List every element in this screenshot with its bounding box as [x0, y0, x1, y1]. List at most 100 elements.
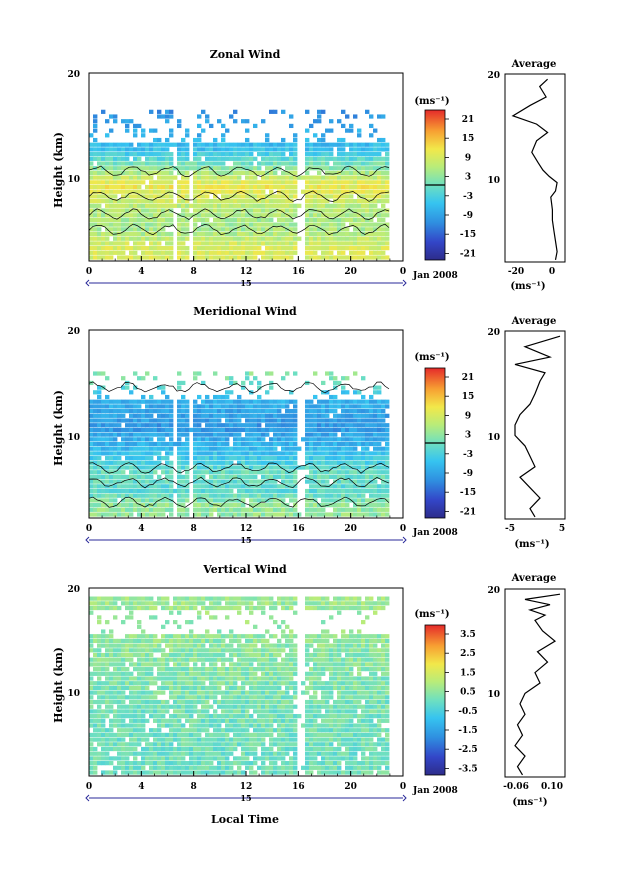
heatmap-cell	[121, 189, 126, 194]
heatmap-cell	[101, 470, 106, 475]
heatmap-cell	[145, 498, 150, 503]
heatmap-cell	[193, 441, 198, 447]
heatmap-cell	[369, 512, 374, 517]
heatmap-cell	[301, 189, 306, 194]
heatmap-cell	[185, 180, 190, 185]
heatmap-cell	[237, 451, 242, 456]
heatmap-cell	[161, 413, 166, 418]
heatmap-cell	[221, 437, 226, 442]
heatmap-cell	[133, 217, 138, 223]
heatmap-cell	[261, 418, 266, 423]
heatmap-cell	[197, 423, 202, 428]
heatmap-cell	[113, 648, 118, 653]
heatmap-cell	[241, 451, 246, 456]
heatmap-cell	[89, 737, 94, 742]
heatmap-cell	[337, 380, 342, 386]
heatmap-cell	[201, 709, 206, 714]
heatmap-cell	[201, 662, 206, 667]
heatmap-cell	[245, 142, 250, 147]
heatmap-cell	[281, 142, 286, 147]
heatmap-cell	[241, 460, 246, 465]
heatmap-cell	[373, 194, 378, 199]
heatmap-cell	[125, 170, 130, 176]
heatmap-cell	[145, 704, 150, 709]
heatmap-cell	[213, 446, 218, 451]
heatmap-cell	[185, 709, 190, 714]
heatmap-cell	[177, 498, 182, 503]
heatmap-cell	[121, 161, 126, 166]
heatmap-cell	[241, 194, 246, 199]
heatmap-cell	[321, 418, 326, 423]
heatmap-cell	[273, 484, 278, 489]
heatmap-cell	[93, 413, 98, 418]
heatmap-cell	[137, 742, 142, 747]
heatmap-cell	[233, 255, 238, 260]
heatmap-cell	[169, 488, 174, 494]
heatmap-cell	[285, 255, 290, 260]
heatmap-cell	[269, 451, 274, 456]
heatmap-cell	[189, 690, 194, 695]
heatmap-cell	[261, 404, 266, 409]
heatmap-cell	[369, 217, 374, 223]
heatmap-cell	[181, 156, 186, 161]
day-bar-ends	[85, 279, 407, 287]
heatmap-cell	[117, 250, 122, 255]
heatmap-cell	[129, 194, 134, 199]
heatmap-cell	[341, 460, 346, 465]
heatmap-cell	[297, 175, 302, 180]
heatmap-cell	[325, 441, 330, 447]
heatmap-cell	[369, 418, 374, 423]
heatmap-cell	[229, 638, 234, 644]
heatmap-cell	[213, 470, 218, 475]
heatmap-cell	[361, 488, 366, 494]
heatmap-cell	[273, 460, 278, 465]
heatmap-cell	[93, 671, 98, 676]
heatmap-cell	[225, 746, 230, 752]
heatmap-cell	[121, 503, 126, 508]
heatmap-cell	[125, 695, 130, 700]
heatmap-cell	[313, 161, 318, 166]
heatmap-cell	[213, 474, 218, 480]
heatmap-cell	[309, 194, 314, 199]
heatmap-cell	[93, 250, 98, 255]
day-bar-ends	[85, 536, 407, 544]
heatmap-cell	[377, 156, 382, 161]
date-label: Jan 2008	[412, 271, 458, 281]
heatmap-cell	[217, 394, 222, 400]
heatmap-cell	[229, 208, 234, 213]
heatmap-cell	[105, 222, 110, 227]
heatmap-cell	[245, 413, 250, 418]
heatmap-cell	[353, 399, 358, 404]
heatmap-cell	[105, 770, 110, 775]
heatmap-cell	[189, 765, 194, 770]
heatmap-cell	[313, 236, 318, 241]
heatmap-cell	[169, 643, 174, 648]
heatmap-cell	[105, 394, 110, 400]
heatmap-cell	[221, 184, 226, 190]
heatmap-cell	[213, 695, 218, 700]
heatmap-cell	[153, 761, 158, 766]
heatmap-cell	[157, 690, 162, 695]
heatmap-cell	[261, 451, 266, 456]
heatmap-cell	[217, 413, 222, 418]
heatmap-cell	[313, 133, 318, 138]
heatmap-cell	[193, 498, 198, 503]
heatmap-cell	[381, 423, 386, 428]
heatmap-cell	[101, 409, 106, 414]
heatmap-cell	[217, 718, 222, 723]
heatmap-cell	[337, 199, 342, 204]
heatmap-cell	[369, 227, 374, 232]
heatmap-cell	[93, 246, 98, 251]
heatmap-cell	[149, 512, 154, 517]
heatmap-cell	[109, 596, 114, 601]
heatmap-cell	[105, 246, 110, 251]
heatmap-cell	[281, 437, 286, 442]
heatmap-cell	[357, 208, 362, 213]
heatmap-cell	[193, 652, 198, 658]
heatmap-cell	[337, 423, 342, 428]
heatmap-cell	[237, 488, 242, 494]
heatmap-cell	[125, 189, 130, 194]
heatmap-cell	[129, 423, 134, 428]
heatmap-cell	[357, 456, 362, 461]
heatmap-cell	[153, 605, 158, 611]
